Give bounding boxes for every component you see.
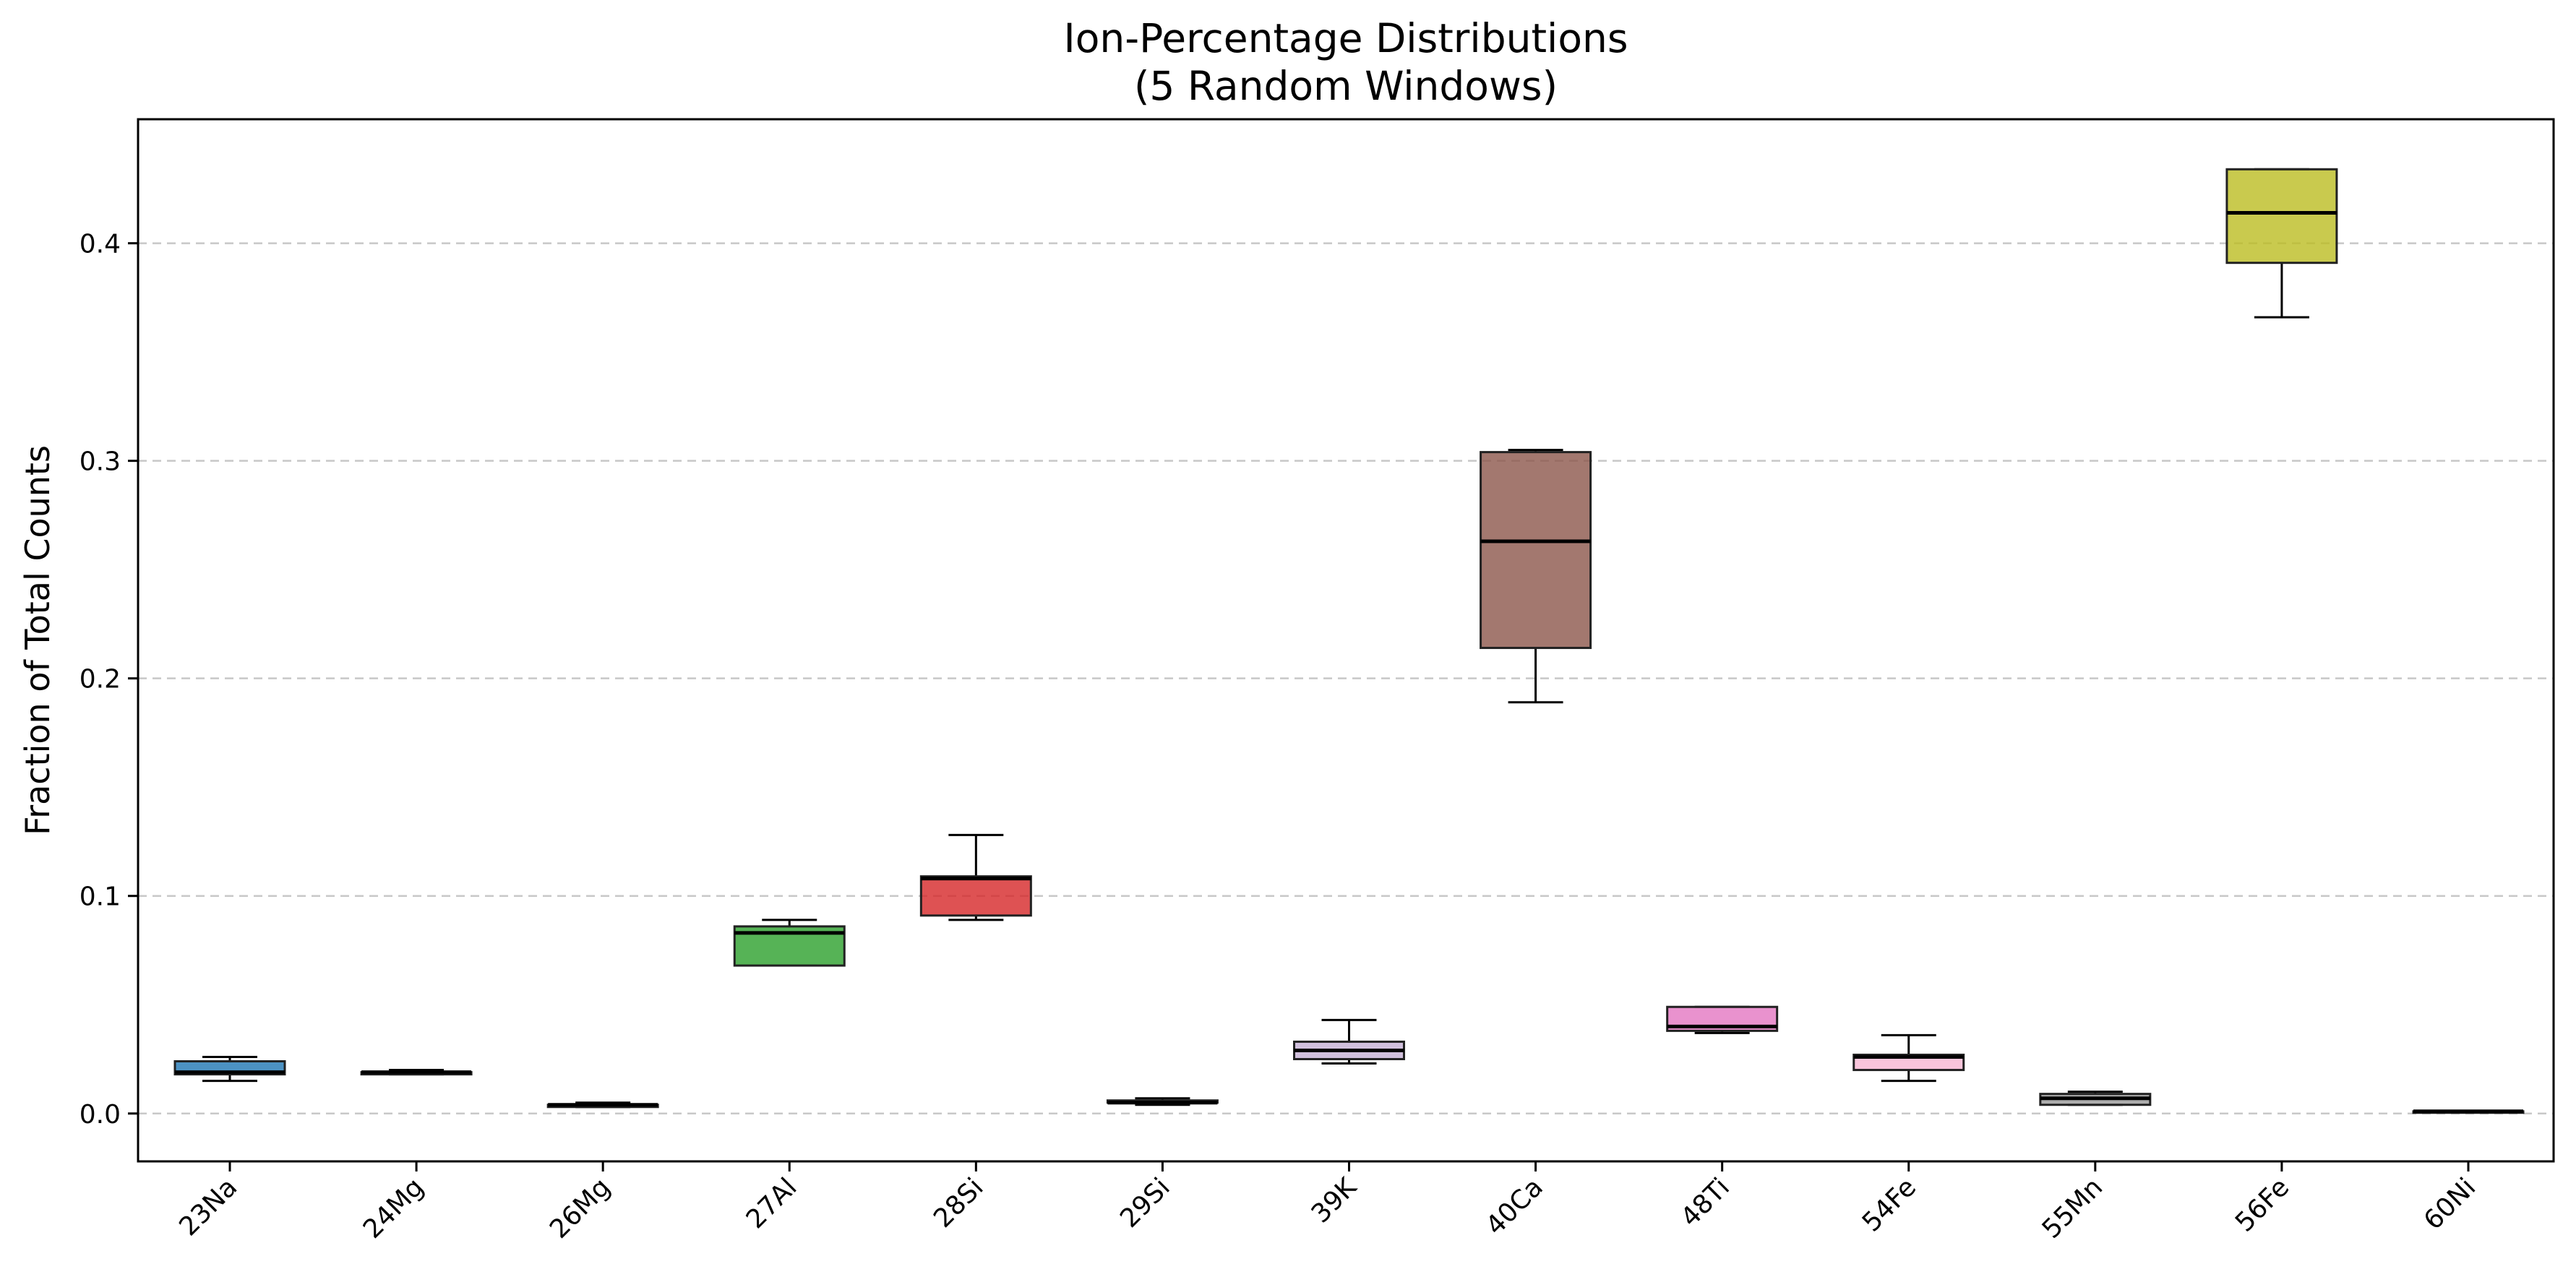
box-39k (1293, 1018, 1405, 1065)
chart-title-line-1: Ion-Percentage Distributions (1064, 15, 1628, 61)
x-tick-label: 56Fe (2230, 1172, 2295, 1237)
box-27al (733, 919, 846, 967)
x-tick-label: 39K (1306, 1171, 1363, 1229)
box-28si (919, 833, 1032, 921)
box-29si (1106, 1097, 1219, 1106)
box-55mn (2039, 1091, 2152, 1106)
iqr-box (1480, 451, 1592, 650)
x-tick-label: 28Si (928, 1172, 989, 1234)
plot-frame (137, 118, 2555, 1163)
x-tick-label: 26Mg (544, 1172, 617, 1244)
x-tick-label: 27Al (741, 1172, 803, 1234)
x-tick-label: 60Ni (2418, 1172, 2482, 1236)
y-tick-label: 0.2 (80, 665, 121, 695)
box-54fe (1852, 1033, 1965, 1083)
y-tick-label: 0.3 (80, 447, 121, 477)
x-tick-label: 29Si (1115, 1172, 1176, 1234)
x-tick-label: 24Mg (358, 1172, 430, 1244)
box-40ca (1480, 449, 1592, 704)
gridlines (138, 242, 2554, 1115)
box-56fe (2225, 168, 2338, 319)
x-tick-label: 40Ca (1480, 1172, 1549, 1241)
y-tick-label: 0.1 (80, 882, 121, 912)
x-tick-label: 23Na (173, 1172, 243, 1242)
iqr-box (2225, 168, 2338, 265)
box-26mg (546, 1101, 659, 1109)
box-24mg (360, 1069, 473, 1076)
box-48ti (1666, 1005, 1779, 1034)
boxes (173, 168, 2525, 1114)
iqr-box (919, 875, 1032, 917)
x-tick-label: 54Fe (1857, 1172, 1922, 1237)
box-23na (173, 1055, 286, 1083)
y-axis-label: Fraction of Total Counts (18, 445, 57, 835)
box-60ni (2412, 1109, 2525, 1114)
y-tick-label: 0.4 (80, 230, 121, 259)
chart-title-line-2: (5 Random Windows) (1134, 63, 1558, 109)
y-tick-label: 0.0 (80, 1100, 121, 1130)
x-tick-label: 55Mn (2037, 1172, 2108, 1244)
x-tick-label: 48Ti (1675, 1172, 1735, 1232)
